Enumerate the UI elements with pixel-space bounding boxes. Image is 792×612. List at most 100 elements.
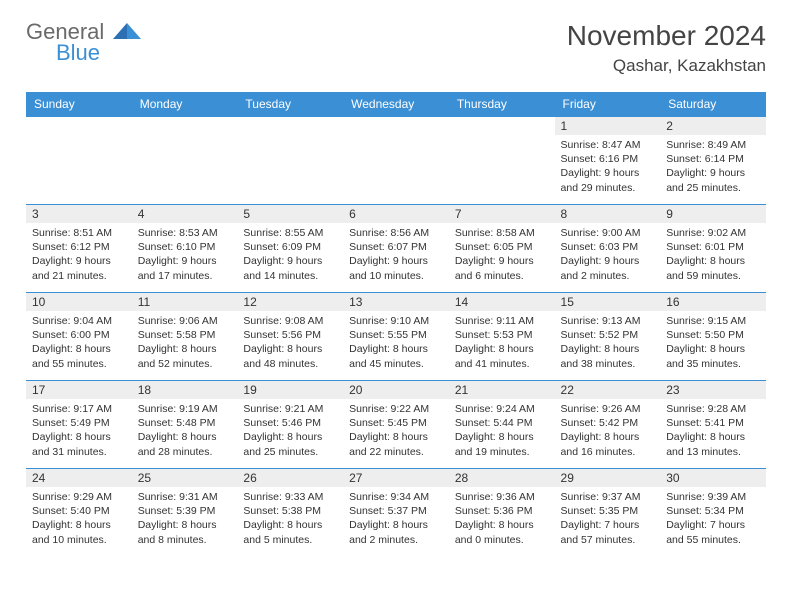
day-number: 11 (132, 293, 238, 311)
day-number: 3 (26, 205, 132, 223)
day-header: Wednesday (343, 92, 449, 117)
day-info: Sunrise: 9:28 AMSunset: 5:41 PMDaylight:… (660, 399, 766, 463)
day-number: 2 (660, 117, 766, 135)
day-cell: 2Sunrise: 8:49 AMSunset: 6:14 PMDaylight… (660, 117, 766, 205)
location-text: Qashar, Kazakhstan (567, 56, 766, 76)
day-cell: 7Sunrise: 8:58 AMSunset: 6:05 PMDaylight… (449, 205, 555, 293)
day-cell: 13Sunrise: 9:10 AMSunset: 5:55 PMDayligh… (343, 293, 449, 381)
logo-text-block: General Blue (26, 20, 141, 64)
week-row: 24Sunrise: 9:29 AMSunset: 5:40 PMDayligh… (26, 469, 766, 557)
day-number: 13 (343, 293, 449, 311)
day-number: 22 (555, 381, 661, 399)
day-cell: 11Sunrise: 9:06 AMSunset: 5:58 PMDayligh… (132, 293, 238, 381)
day-cell: 1Sunrise: 8:47 AMSunset: 6:16 PMDaylight… (555, 117, 661, 205)
day-header: Saturday (660, 92, 766, 117)
day-cell (237, 117, 343, 205)
day-info: Sunrise: 8:55 AMSunset: 6:09 PMDaylight:… (237, 223, 343, 287)
day-number: 12 (237, 293, 343, 311)
day-info: Sunrise: 9:21 AMSunset: 5:46 PMDaylight:… (237, 399, 343, 463)
day-number: 26 (237, 469, 343, 487)
day-cell: 25Sunrise: 9:31 AMSunset: 5:39 PMDayligh… (132, 469, 238, 557)
day-number: 14 (449, 293, 555, 311)
day-number: 17 (26, 381, 132, 399)
day-header: Friday (555, 92, 661, 117)
day-info: Sunrise: 9:29 AMSunset: 5:40 PMDaylight:… (26, 487, 132, 551)
day-cell: 27Sunrise: 9:34 AMSunset: 5:37 PMDayligh… (343, 469, 449, 557)
day-number: 16 (660, 293, 766, 311)
day-info: Sunrise: 9:08 AMSunset: 5:56 PMDaylight:… (237, 311, 343, 375)
day-cell: 4Sunrise: 8:53 AMSunset: 6:10 PMDaylight… (132, 205, 238, 293)
day-number: 4 (132, 205, 238, 223)
day-number: 15 (555, 293, 661, 311)
day-number: 23 (660, 381, 766, 399)
day-info: Sunrise: 9:02 AMSunset: 6:01 PMDaylight:… (660, 223, 766, 287)
day-cell (343, 117, 449, 205)
day-number: 1 (555, 117, 661, 135)
day-info: Sunrise: 9:15 AMSunset: 5:50 PMDaylight:… (660, 311, 766, 375)
day-cell: 29Sunrise: 9:37 AMSunset: 5:35 PMDayligh… (555, 469, 661, 557)
day-info: Sunrise: 8:58 AMSunset: 6:05 PMDaylight:… (449, 223, 555, 287)
day-info: Sunrise: 9:19 AMSunset: 5:48 PMDaylight:… (132, 399, 238, 463)
day-cell (26, 117, 132, 205)
day-info: Sunrise: 8:47 AMSunset: 6:16 PMDaylight:… (555, 135, 661, 199)
day-header: Thursday (449, 92, 555, 117)
day-number: 10 (26, 293, 132, 311)
calendar-table: Sunday Monday Tuesday Wednesday Thursday… (26, 92, 766, 557)
day-cell: 16Sunrise: 9:15 AMSunset: 5:50 PMDayligh… (660, 293, 766, 381)
day-info: Sunrise: 9:22 AMSunset: 5:45 PMDaylight:… (343, 399, 449, 463)
day-info: Sunrise: 9:34 AMSunset: 5:37 PMDaylight:… (343, 487, 449, 551)
day-cell (132, 117, 238, 205)
week-row: 17Sunrise: 9:17 AMSunset: 5:49 PMDayligh… (26, 381, 766, 469)
day-number: 21 (449, 381, 555, 399)
day-cell: 21Sunrise: 9:24 AMSunset: 5:44 PMDayligh… (449, 381, 555, 469)
day-cell: 24Sunrise: 9:29 AMSunset: 5:40 PMDayligh… (26, 469, 132, 557)
day-info: Sunrise: 8:56 AMSunset: 6:07 PMDaylight:… (343, 223, 449, 287)
day-cell: 6Sunrise: 8:56 AMSunset: 6:07 PMDaylight… (343, 205, 449, 293)
day-info: Sunrise: 9:26 AMSunset: 5:42 PMDaylight:… (555, 399, 661, 463)
day-header: Tuesday (237, 92, 343, 117)
day-cell: 18Sunrise: 9:19 AMSunset: 5:48 PMDayligh… (132, 381, 238, 469)
day-info: Sunrise: 9:39 AMSunset: 5:34 PMDaylight:… (660, 487, 766, 551)
day-number: 24 (26, 469, 132, 487)
week-row: 3Sunrise: 8:51 AMSunset: 6:12 PMDaylight… (26, 205, 766, 293)
day-cell: 8Sunrise: 9:00 AMSunset: 6:03 PMDaylight… (555, 205, 661, 293)
day-info: Sunrise: 9:06 AMSunset: 5:58 PMDaylight:… (132, 311, 238, 375)
day-info: Sunrise: 9:13 AMSunset: 5:52 PMDaylight:… (555, 311, 661, 375)
day-info: Sunrise: 9:17 AMSunset: 5:49 PMDaylight:… (26, 399, 132, 463)
day-cell: 22Sunrise: 9:26 AMSunset: 5:42 PMDayligh… (555, 381, 661, 469)
day-header: Monday (132, 92, 238, 117)
day-info: Sunrise: 8:49 AMSunset: 6:14 PMDaylight:… (660, 135, 766, 199)
day-number: 18 (132, 381, 238, 399)
day-info: Sunrise: 9:11 AMSunset: 5:53 PMDaylight:… (449, 311, 555, 375)
day-info: Sunrise: 8:53 AMSunset: 6:10 PMDaylight:… (132, 223, 238, 287)
day-number: 7 (449, 205, 555, 223)
day-cell: 28Sunrise: 9:36 AMSunset: 5:36 PMDayligh… (449, 469, 555, 557)
day-cell: 15Sunrise: 9:13 AMSunset: 5:52 PMDayligh… (555, 293, 661, 381)
day-cell: 19Sunrise: 9:21 AMSunset: 5:46 PMDayligh… (237, 381, 343, 469)
day-cell: 10Sunrise: 9:04 AMSunset: 6:00 PMDayligh… (26, 293, 132, 381)
day-number: 28 (449, 469, 555, 487)
title-block: November 2024 Qashar, Kazakhstan (567, 20, 766, 76)
day-info: Sunrise: 9:37 AMSunset: 5:35 PMDaylight:… (555, 487, 661, 551)
day-info: Sunrise: 9:04 AMSunset: 6:00 PMDaylight:… (26, 311, 132, 375)
day-info: Sunrise: 8:51 AMSunset: 6:12 PMDaylight:… (26, 223, 132, 287)
day-cell: 20Sunrise: 9:22 AMSunset: 5:45 PMDayligh… (343, 381, 449, 469)
logo-triangle-icon (113, 23, 141, 39)
day-info: Sunrise: 9:36 AMSunset: 5:36 PMDaylight:… (449, 487, 555, 551)
day-info: Sunrise: 9:24 AMSunset: 5:44 PMDaylight:… (449, 399, 555, 463)
day-number: 5 (237, 205, 343, 223)
day-number: 9 (660, 205, 766, 223)
day-number: 25 (132, 469, 238, 487)
day-number: 27 (343, 469, 449, 487)
logo-word-blue: Blue (56, 42, 141, 64)
day-number: 19 (237, 381, 343, 399)
day-cell: 5Sunrise: 8:55 AMSunset: 6:09 PMDaylight… (237, 205, 343, 293)
day-number: 20 (343, 381, 449, 399)
day-cell: 12Sunrise: 9:08 AMSunset: 5:56 PMDayligh… (237, 293, 343, 381)
day-cell: 14Sunrise: 9:11 AMSunset: 5:53 PMDayligh… (449, 293, 555, 381)
day-number: 30 (660, 469, 766, 487)
day-cell: 17Sunrise: 9:17 AMSunset: 5:49 PMDayligh… (26, 381, 132, 469)
day-number: 6 (343, 205, 449, 223)
day-cell: 26Sunrise: 9:33 AMSunset: 5:38 PMDayligh… (237, 469, 343, 557)
day-cell (449, 117, 555, 205)
